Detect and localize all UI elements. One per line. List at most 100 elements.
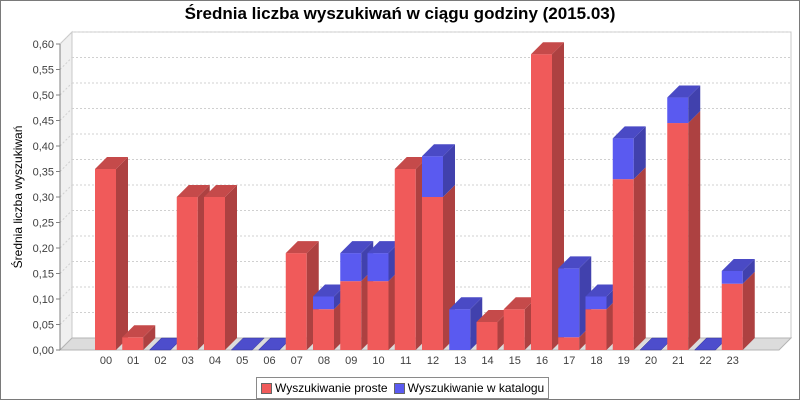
legend-swatch-series-1 [393, 382, 405, 394]
grid-line-side [59, 312, 73, 325]
x-tick-label-09: 09 [345, 355, 357, 367]
bar-top-series-1-cat-08 [313, 284, 346, 297]
x-tick-label-08: 08 [318, 355, 330, 367]
bar-top-series-1-cat-12 [422, 144, 455, 157]
bar-side-series-1-cat-21 [688, 85, 701, 124]
bar-top-series-0-cat-14 [476, 309, 510, 322]
bar-side-series-1-cat-12 [443, 144, 455, 197]
x-tick-label-19: 19 [618, 355, 630, 367]
grid-line-side [59, 286, 73, 300]
x-tick-label-11: 11 [400, 355, 411, 367]
bar-front-series-1-cat-18 [585, 296, 607, 310]
x-tick-label-23: 23 [727, 355, 739, 367]
bar-top-series-0-cat-16 [531, 42, 564, 55]
bar-front-series-1-cat-12 [422, 156, 443, 197]
bar-front-series-1-cat-17 [558, 268, 580, 338]
x-tick-label-06: 06 [263, 355, 275, 367]
bar-side-series-0-cat-21 [688, 111, 701, 350]
bar-top-series-1-cat-21 [667, 85, 701, 98]
bar-front-series-0-cat-18 [585, 309, 607, 350]
grid-line-side [59, 108, 73, 121]
grid-line-side [59, 184, 73, 198]
x-tick-label-22: 22 [699, 355, 711, 367]
bar-top-series-0-cat-07 [285, 241, 319, 254]
bar-side-series-1-cat-19 [633, 126, 646, 180]
bar-front-series-0-cat-11 [394, 168, 416, 350]
y-tick-label: 0,10 [33, 294, 54, 306]
bar-front-series-1-cat-13 [449, 309, 471, 350]
y-tick-label: 0,35 [33, 167, 54, 179]
bar-front-series-1-cat-09 [340, 253, 362, 282]
chart-title: Średnia liczba wyszukiwań w ciągu godzin… [184, 4, 616, 23]
bar-front-series-0-cat-16 [531, 54, 552, 350]
x-tick-label-07: 07 [291, 355, 303, 367]
grid-line-side [59, 210, 73, 223]
legend-label-series-1: Wyszukiwanie w katalogu [407, 381, 545, 395]
bar-side-series-0-cat-04 [225, 185, 237, 350]
bar-top-series-0-cat-03 [176, 185, 210, 197]
bar-front-series-0-cat-14 [476, 321, 498, 350]
bar-top-series-0-cat-01 [122, 325, 156, 338]
bar-front-series-0-cat-00 [95, 168, 116, 350]
bar-top-series-1-cat-10 [367, 241, 401, 254]
bar-front-series-0-cat-08 [313, 309, 334, 350]
bar-front-series-1-cat-08 [313, 296, 334, 310]
x-tick-label-13: 13 [454, 355, 466, 367]
bar-top-series-0-cat-15 [503, 297, 537, 310]
bar-top-cat-05 [230, 337, 265, 351]
bar-top-series-1-cat-23 [721, 258, 755, 271]
bar-front-series-0-cat-03 [176, 197, 198, 350]
x-tick-label-05: 05 [236, 355, 248, 367]
grid-line-side [59, 261, 73, 274]
x-tick-label-02: 02 [154, 355, 166, 367]
bar-front-series-0-cat-15 [503, 309, 525, 350]
bar-front-series-1-cat-19 [612, 138, 634, 180]
y-tick-label: 0,60 [33, 39, 54, 51]
bar-side-series-0-cat-19 [633, 167, 646, 350]
bar-top-series-0-cat-00 [95, 156, 128, 169]
bar-top-series-1-cat-19 [612, 126, 646, 139]
grid-line-side [59, 235, 73, 249]
bar-top-series-1-cat-18 [585, 284, 619, 297]
bar-front-series-0-cat-10 [367, 281, 389, 350]
y-tick-label: 0,20 [33, 243, 54, 255]
grid-line-side [59, 31, 73, 45]
bar-front-series-0-cat-17 [558, 337, 580, 350]
x-tick-label-03: 03 [182, 355, 194, 367]
bar-top-series-1-cat-13 [449, 297, 483, 310]
legend-item-series-1: Wyszukiwanie w katalogu [393, 381, 545, 395]
x-tick-label-20: 20 [645, 355, 657, 367]
y-axis-label: Średnia liczba wyszukiwań [10, 126, 25, 269]
bar-front-series-0-cat-09 [340, 281, 362, 350]
legend-label-series-0: Wyszukiwanie proste [275, 381, 388, 395]
bar-side-series-0-cat-23 [742, 271, 755, 350]
x-tick-label-10: 10 [372, 355, 384, 367]
y-tick-label: 0,05 [33, 320, 54, 332]
x-tick-label-12: 12 [427, 355, 439, 367]
grid-line-side [59, 57, 73, 70]
bar-front-series-0-cat-01 [122, 337, 144, 350]
bar-side-series-0-cat-00 [116, 156, 128, 350]
y-tick-label: 0,00 [33, 345, 54, 357]
bar-side-series-0-cat-01 [143, 325, 156, 350]
bar-top-series-0-cat-04 [204, 185, 237, 197]
bar-front-series-0-cat-23 [721, 283, 743, 350]
grid-line-side [59, 133, 73, 147]
x-tick-label-14: 14 [481, 355, 493, 367]
bar-front-series-0-cat-07 [285, 253, 307, 350]
bar-front-series-1-cat-21 [667, 97, 689, 124]
bar-front-series-0-cat-19 [612, 179, 634, 350]
y-tick-label: 0,30 [33, 192, 54, 204]
y-tick-label: 0,25 [33, 218, 54, 230]
y-tick-label: 0,55 [33, 65, 54, 77]
x-tick-label-04: 04 [209, 355, 221, 367]
bar-front-series-0-cat-12 [422, 197, 443, 350]
y-tick-label: 0,45 [33, 116, 54, 128]
y-tick-label: 0,50 [33, 90, 54, 102]
y-tick-label: 0,40 [33, 141, 54, 153]
legend-swatch-series-0 [261, 382, 272, 394]
bar-top-series-1-cat-17 [558, 256, 592, 269]
legend: Wyszukiwanie proste Wyszukiwanie w katal… [256, 377, 550, 399]
x-tick-label-21: 21 [672, 355, 684, 367]
